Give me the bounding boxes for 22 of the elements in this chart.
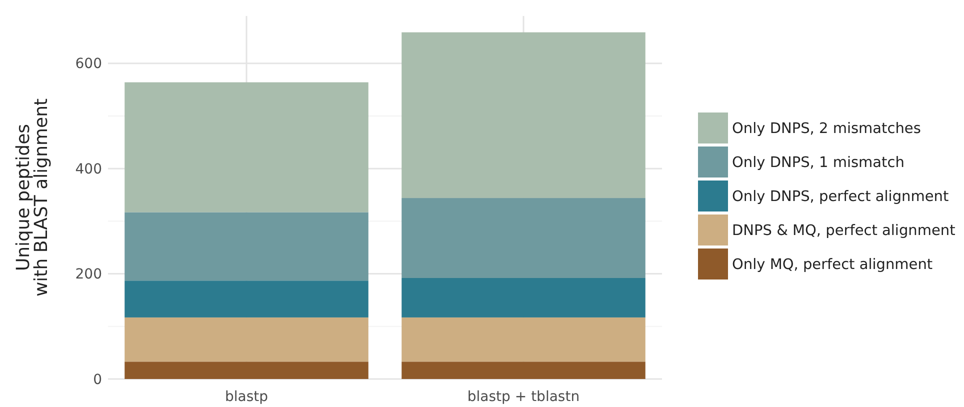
- legend-label: Only DNPS, 1 mismatch: [732, 155, 904, 172]
- legend-label: Only DNPS, 2 mismatches: [732, 121, 921, 138]
- y-tick-label: 400: [75, 161, 102, 178]
- bar: [124, 317, 368, 362]
- bar: [402, 198, 646, 278]
- legend-label: Only MQ, perfect alignment: [732, 257, 933, 274]
- x-tick-label: blastp: [224, 389, 268, 405]
- y-tick-label: 0: [93, 372, 102, 388]
- bar: [124, 280, 368, 318]
- x-tick-label: blastp + tblastn: [467, 389, 580, 405]
- bar: [124, 212, 368, 281]
- bar: [402, 362, 646, 379]
- legend-label: DNPS & MQ, perfect alignment: [732, 223, 956, 240]
- legend-label: Only DNPS, perfect alignment: [732, 189, 949, 206]
- bar: [124, 362, 368, 379]
- bar: [402, 32, 646, 198]
- bar: [124, 82, 368, 212]
- bar: [402, 278, 646, 318]
- y-tick-label: 200: [75, 266, 102, 283]
- y-axis-title: Unique peptides with BLAST alignment: [13, 98, 52, 297]
- y-tick-label: 600: [75, 56, 102, 72]
- bar: [402, 317, 646, 362]
